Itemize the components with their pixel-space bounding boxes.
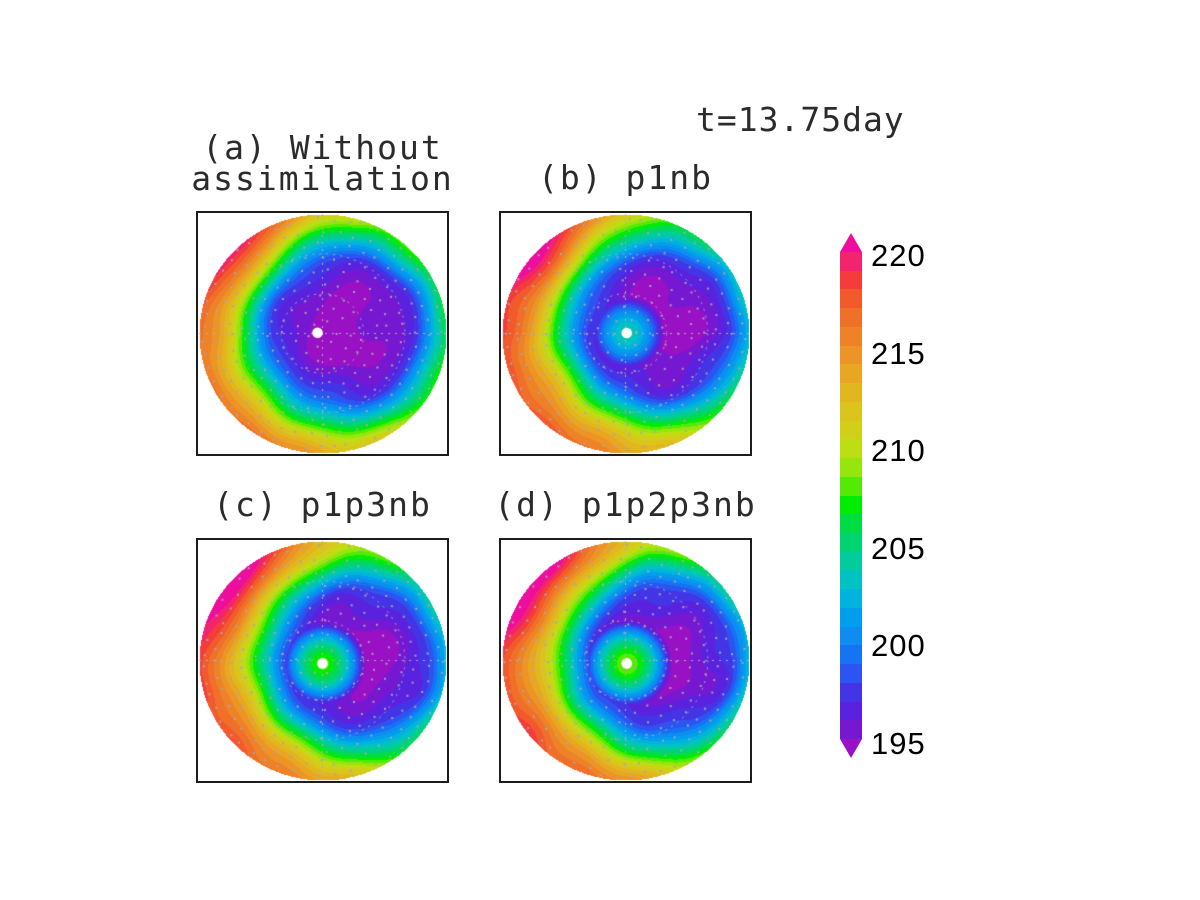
colorbar-bands (840, 252, 862, 740)
colorbar-tick-label: 215 (871, 335, 926, 371)
colorbar-band (840, 495, 862, 515)
colorbar-band (840, 364, 862, 384)
colorbar-band (840, 420, 862, 440)
panel-b-title: (b) p1nb (538, 158, 713, 197)
colorbar-band (840, 326, 862, 346)
colorbar-band (840, 252, 862, 271)
colorbar-tick-label: 210 (871, 433, 926, 468)
colorbar-band (840, 570, 862, 590)
panel-c-box (196, 538, 449, 783)
colorbar-arrow-down-icon (840, 739, 862, 758)
colorbar-band (840, 682, 862, 702)
contour-map-d (501, 540, 750, 781)
colorbar-tick-label: 220 (871, 238, 926, 273)
panel-b: (b) p1nb (499, 161, 752, 456)
colorbar-band (840, 401, 862, 421)
colorbar-band (840, 383, 862, 402)
panel-a-box (196, 211, 449, 456)
panel-d-title: (d) p1p2p3nb (494, 485, 757, 524)
panel-a-title: (a) Without assimilation (191, 128, 454, 198)
colorbar-band (840, 345, 862, 365)
panel-d-box (499, 538, 752, 783)
colorbar-band (840, 476, 862, 496)
colorbar-band (840, 289, 862, 309)
colorbar-tick-label: 205 (871, 530, 926, 566)
panel-b-box (499, 211, 752, 456)
colorbar-band (840, 645, 862, 665)
colorbar-arrow-up-icon (840, 233, 862, 252)
contour-map-c (198, 540, 447, 781)
colorbar-band (840, 607, 862, 627)
panel-a: (a) Without assimilation (191, 131, 452, 456)
time-label: t=13.75day (696, 100, 905, 139)
colorbar-band (840, 458, 862, 477)
colorbar-band (840, 720, 862, 740)
colorbar-band (840, 533, 862, 552)
colorbar-band (840, 308, 862, 327)
colorbar-band (840, 439, 862, 459)
colorbar-band (840, 270, 862, 290)
colorbar-band (840, 589, 862, 608)
colorbar-band (840, 626, 862, 646)
contour-map-a (198, 213, 447, 454)
colorbar-band (840, 701, 862, 721)
panel-c-title: (c) p1p3nb (213, 485, 432, 524)
panel-d: (d) p1p2p3nb (494, 488, 755, 783)
colorbar-band (840, 664, 862, 683)
colorbar-band (840, 514, 862, 534)
colorbar-band (840, 551, 862, 571)
colorbar-tick-label: 200 (871, 628, 926, 663)
colorbar-tick-label: 195 (871, 725, 926, 761)
colorbar: 220 215 210 205 200 195 (840, 233, 980, 773)
panel-c: (c) p1p3nb (196, 488, 449, 783)
contour-map-b (501, 213, 750, 454)
colorbar-tick-labels: 220 215 210 205 200 195 (871, 233, 971, 773)
